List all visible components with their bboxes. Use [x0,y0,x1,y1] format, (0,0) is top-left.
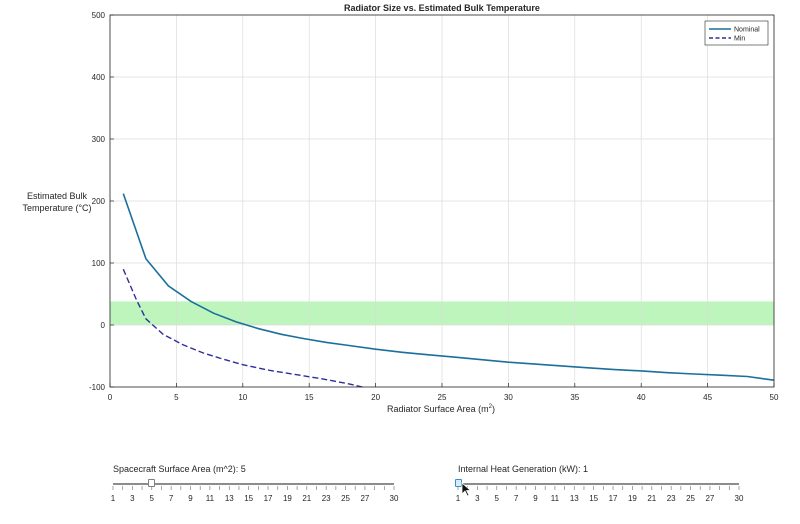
chart-title: Radiator Size vs. Estimated Bulk Tempera… [344,3,540,13]
x-tick-label: 5 [174,393,179,402]
spacecraft-area-slider-label: Spacecraft Surface Area (m^2): 5 [113,464,246,474]
heat-generation-slider-track[interactable] [458,483,739,485]
series-line-nominal [122,193,775,381]
x-tick-label: 20 [371,393,380,402]
x-tick-label: 15 [305,393,314,402]
slider-tick-label: 3 [130,494,135,503]
legend-box [704,20,769,46]
slider-tick-label: 7 [169,494,174,503]
slider-tick-label: 9 [533,494,538,503]
slider-tick-label: 21 [647,494,656,503]
slider-tick-label: 3 [475,494,480,503]
x-tick-label: 50 [770,393,779,402]
slider-tick-label: 7 [514,494,519,503]
slider-tick-label: 13 [225,494,234,503]
heat-generation-slider-label: Internal Heat Generation (kW): 1 [458,464,589,474]
x-tick-label: 25 [438,393,447,402]
x-axis-label: Radiator Surface Area (m2) [387,404,495,414]
y-tick-label: 500 [92,11,106,20]
x-tick-label: 35 [570,393,579,402]
spacecraft-area-slider-ticks: 1 3 5 7 9 11 13 15 17 19 21 23 25 27 30 [111,486,399,503]
series-layer [122,193,775,388]
y-tick-label: 400 [92,73,106,82]
x-axis-label-main: Radiator Surface Area (m [387,404,489,414]
slider-tick-label: 13 [570,494,579,503]
y-tick-label: 100 [92,259,106,268]
slider-tick-label: 5 [150,494,155,503]
slider-tick-label: 23 [322,494,331,503]
slider-tick-label: 11 [206,494,215,503]
x-axis-label-sup: 2 [489,404,493,410]
y-tick-label: -100 [89,383,106,392]
slider-tick-label: 9 [188,494,193,503]
slider-tick-label: 25 [341,494,350,503]
slider-tick-label: 27 [360,494,369,503]
legend-label-min: Min [734,36,745,43]
spacecraft-area-slider-thumb[interactable] [148,479,156,487]
x-tick-label: 0 [108,393,113,402]
slider-tick-label: 1 [456,494,461,503]
x-axis-label-close: ) [492,404,495,414]
y-tick-label: 200 [92,197,106,206]
slider-tick-label: 15 [589,494,598,503]
legend: Nominal Min [704,20,769,46]
slider-tick-label: 27 [705,494,714,503]
slider-tick-label: 30 [390,494,399,503]
slider-tick-label: 1 [111,494,116,503]
slider-tick-label: 17 [264,494,273,503]
y-tick-label: 0 [101,321,106,330]
heat-generation-slider-thumb[interactable] [454,479,462,487]
y-axis-label-line1: Estimated Bulk [27,191,88,201]
slider-tick-label: 19 [628,494,637,503]
x-tick-label: 40 [637,393,646,402]
y-tick-label: 300 [92,135,106,144]
slider-tick-label: 30 [735,494,744,503]
x-tick-label: 45 [703,393,712,402]
x-tick-label: 10 [238,393,247,402]
slider-tick-label: 19 [283,494,292,503]
slider-tick-label: 17 [609,494,618,503]
slider-tick-label: 15 [244,494,253,503]
heat-generation-slider-ticks: 1 3 5 7 9 11 13 15 17 19 21 23 25 27 30 [456,486,744,503]
slider-tick-label: 21 [302,494,311,503]
slider-tick-label: 25 [686,494,695,503]
slider-tick-label: 5 [495,494,500,503]
legend-label-nominal: Nominal [734,27,760,34]
mouse-pointer-icon [461,482,472,497]
slider-tick-label: 11 [551,494,560,503]
y-axis-label-line2: Temperature (°C) [22,203,91,213]
x-tick-label: 30 [504,393,513,402]
series-line-min [122,268,363,388]
slider-tick-label: 23 [667,494,676,503]
spacecraft-area-slider-track[interactable] [113,483,394,485]
